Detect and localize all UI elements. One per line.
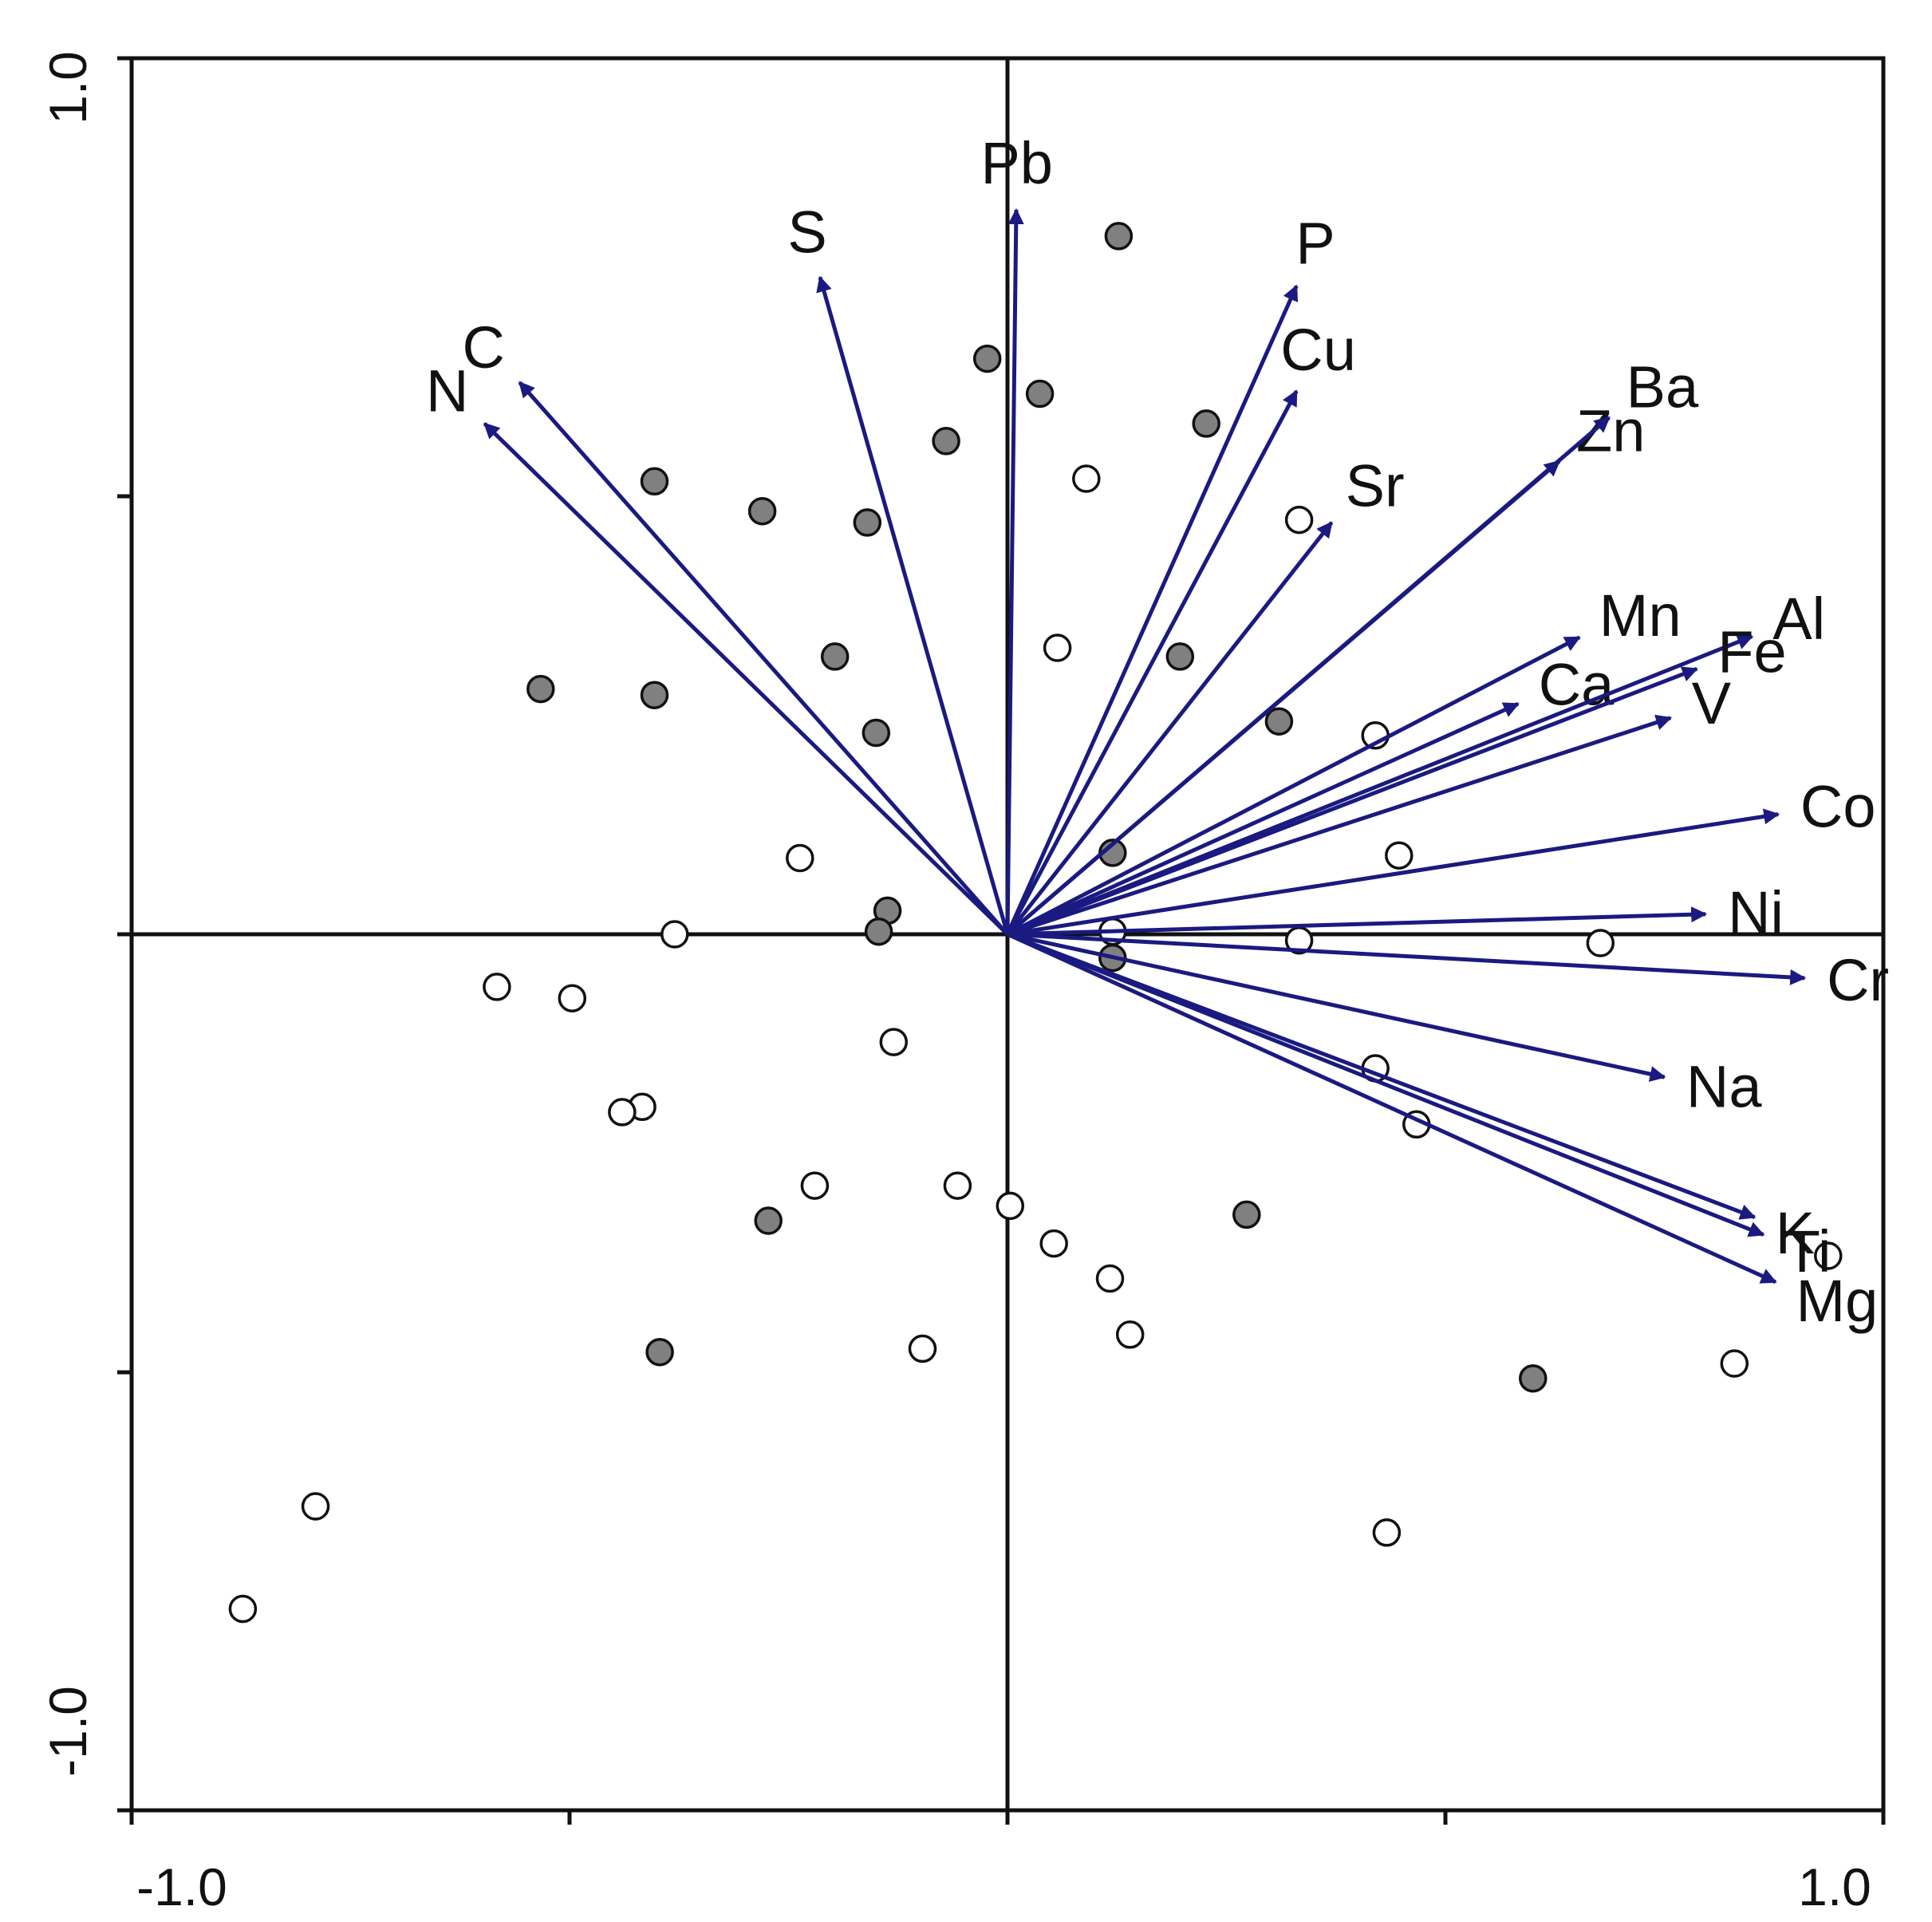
vector-label-pb: Pb [980,130,1053,196]
vector-label-k: K [1776,1200,1815,1266]
vector-arrow-cr [1007,932,1807,985]
open-sample-point [1072,464,1101,493]
vector-arrow-v [1007,714,1673,937]
vector-arrow-sr [1006,521,1334,936]
vector-arrow-pb [1005,208,1024,935]
vector-arrow-s [816,275,1010,935]
vector-label-v: V [1692,670,1732,736]
filled-sample-point [747,496,777,526]
open-sample-point [1720,1349,1749,1378]
filled-sample-point [1192,409,1220,438]
open-sample-point [879,1028,909,1056]
open-sample-point [608,1098,637,1127]
vector-label-p: P [1295,211,1335,277]
vector-label-s: S [787,199,826,266]
vector-label-n: N [426,357,468,424]
open-sample-point [1043,633,1072,662]
open-sample-point [1385,841,1414,870]
vector-label-ti: Ti [1784,1218,1831,1285]
vector-arrow-ca [1006,701,1520,937]
y-tick-label-min: -1.0 [38,1686,97,1777]
x-ticks [129,1810,1886,1825]
open-sample-point [996,1191,1025,1221]
filled-sample-point [640,467,669,496]
filled-sample-point [1519,1364,1548,1393]
filled-sample-point [1165,642,1195,671]
vector-arrow-n [483,422,1009,936]
open-sample-point [228,1594,258,1624]
filled-sample-point [1025,379,1055,408]
vector-arrow-p [1005,284,1299,936]
y-ticks [117,56,132,1813]
vector-arrow-k [1007,932,1757,1220]
open-sample-point [660,920,689,949]
vector-label-fe: Fe [1717,619,1786,685]
open-sample-point [1284,505,1314,535]
vector-arrow-ti [1007,932,1765,1237]
filled-sample-point [1264,707,1294,736]
x-tick-label-min: -1.0 [136,1857,227,1916]
vector-label-ba: Ba [1626,353,1699,420]
open-sample-point [943,1171,972,1200]
x-tick-label-max: 1.0 [1798,1857,1871,1916]
open-sample-point [1814,1241,1843,1270]
sample-points [228,222,1843,1624]
filled-sample-point [862,718,891,748]
vector-label-al: Al [1772,586,1825,652]
open-sample-point [908,1334,937,1364]
open-sample-point [1372,1518,1402,1547]
vector-arrow-c [518,381,1009,936]
open-sample-point [301,1492,330,1521]
vector-label-zn: Zn [1576,397,1645,464]
vector-label-sr: Sr [1346,452,1405,519]
open-sample-point [483,973,511,1001]
open-sample-point [1039,1229,1068,1258]
vector-label-cr: Cr [1827,947,1889,1013]
vector-label-c: C [462,314,504,381]
y-tick-label-max: 1.0 [38,51,97,124]
vector-label-co: Co [1800,774,1876,840]
vector-arrow-na [1007,932,1666,1082]
filled-sample-point [526,674,555,704]
vector-arrow-ni [1007,906,1708,937]
open-sample-point [786,843,814,873]
vector-label-na: Na [1686,1053,1762,1119]
vector-arrow-mg [1006,932,1777,1285]
filled-sample-point [864,917,893,946]
open-sample-point [1586,929,1615,957]
vector-arrow-ba [1006,416,1611,936]
filled-sample-point [754,1206,783,1235]
vector-label-mg: Mg [1796,1268,1879,1334]
filled-sample-point [820,642,850,671]
filled-sample-point [640,681,669,709]
vector-arrow-co [1007,808,1780,937]
vector-arrow-mn [1006,635,1581,937]
filled-sample-point [932,427,960,456]
open-sample-point [800,1171,830,1200]
vector-label-mn: Mn [1599,582,1682,649]
vector-arrow-cu [1005,389,1299,936]
vector-arrow-fe [1007,666,1698,937]
filled-sample-point [1104,222,1134,251]
filled-sample-point [853,508,882,537]
open-sample-point [1115,1320,1145,1349]
filled-sample-point [972,344,1002,373]
open-sample-point [1095,1264,1125,1293]
vector-label-ni: Ni [1728,879,1784,945]
filled-sample-point [1232,1200,1261,1229]
open-sample-point [558,984,587,1012]
filled-sample-point [645,1337,674,1367]
vector-label-cu: Cu [1280,317,1356,383]
